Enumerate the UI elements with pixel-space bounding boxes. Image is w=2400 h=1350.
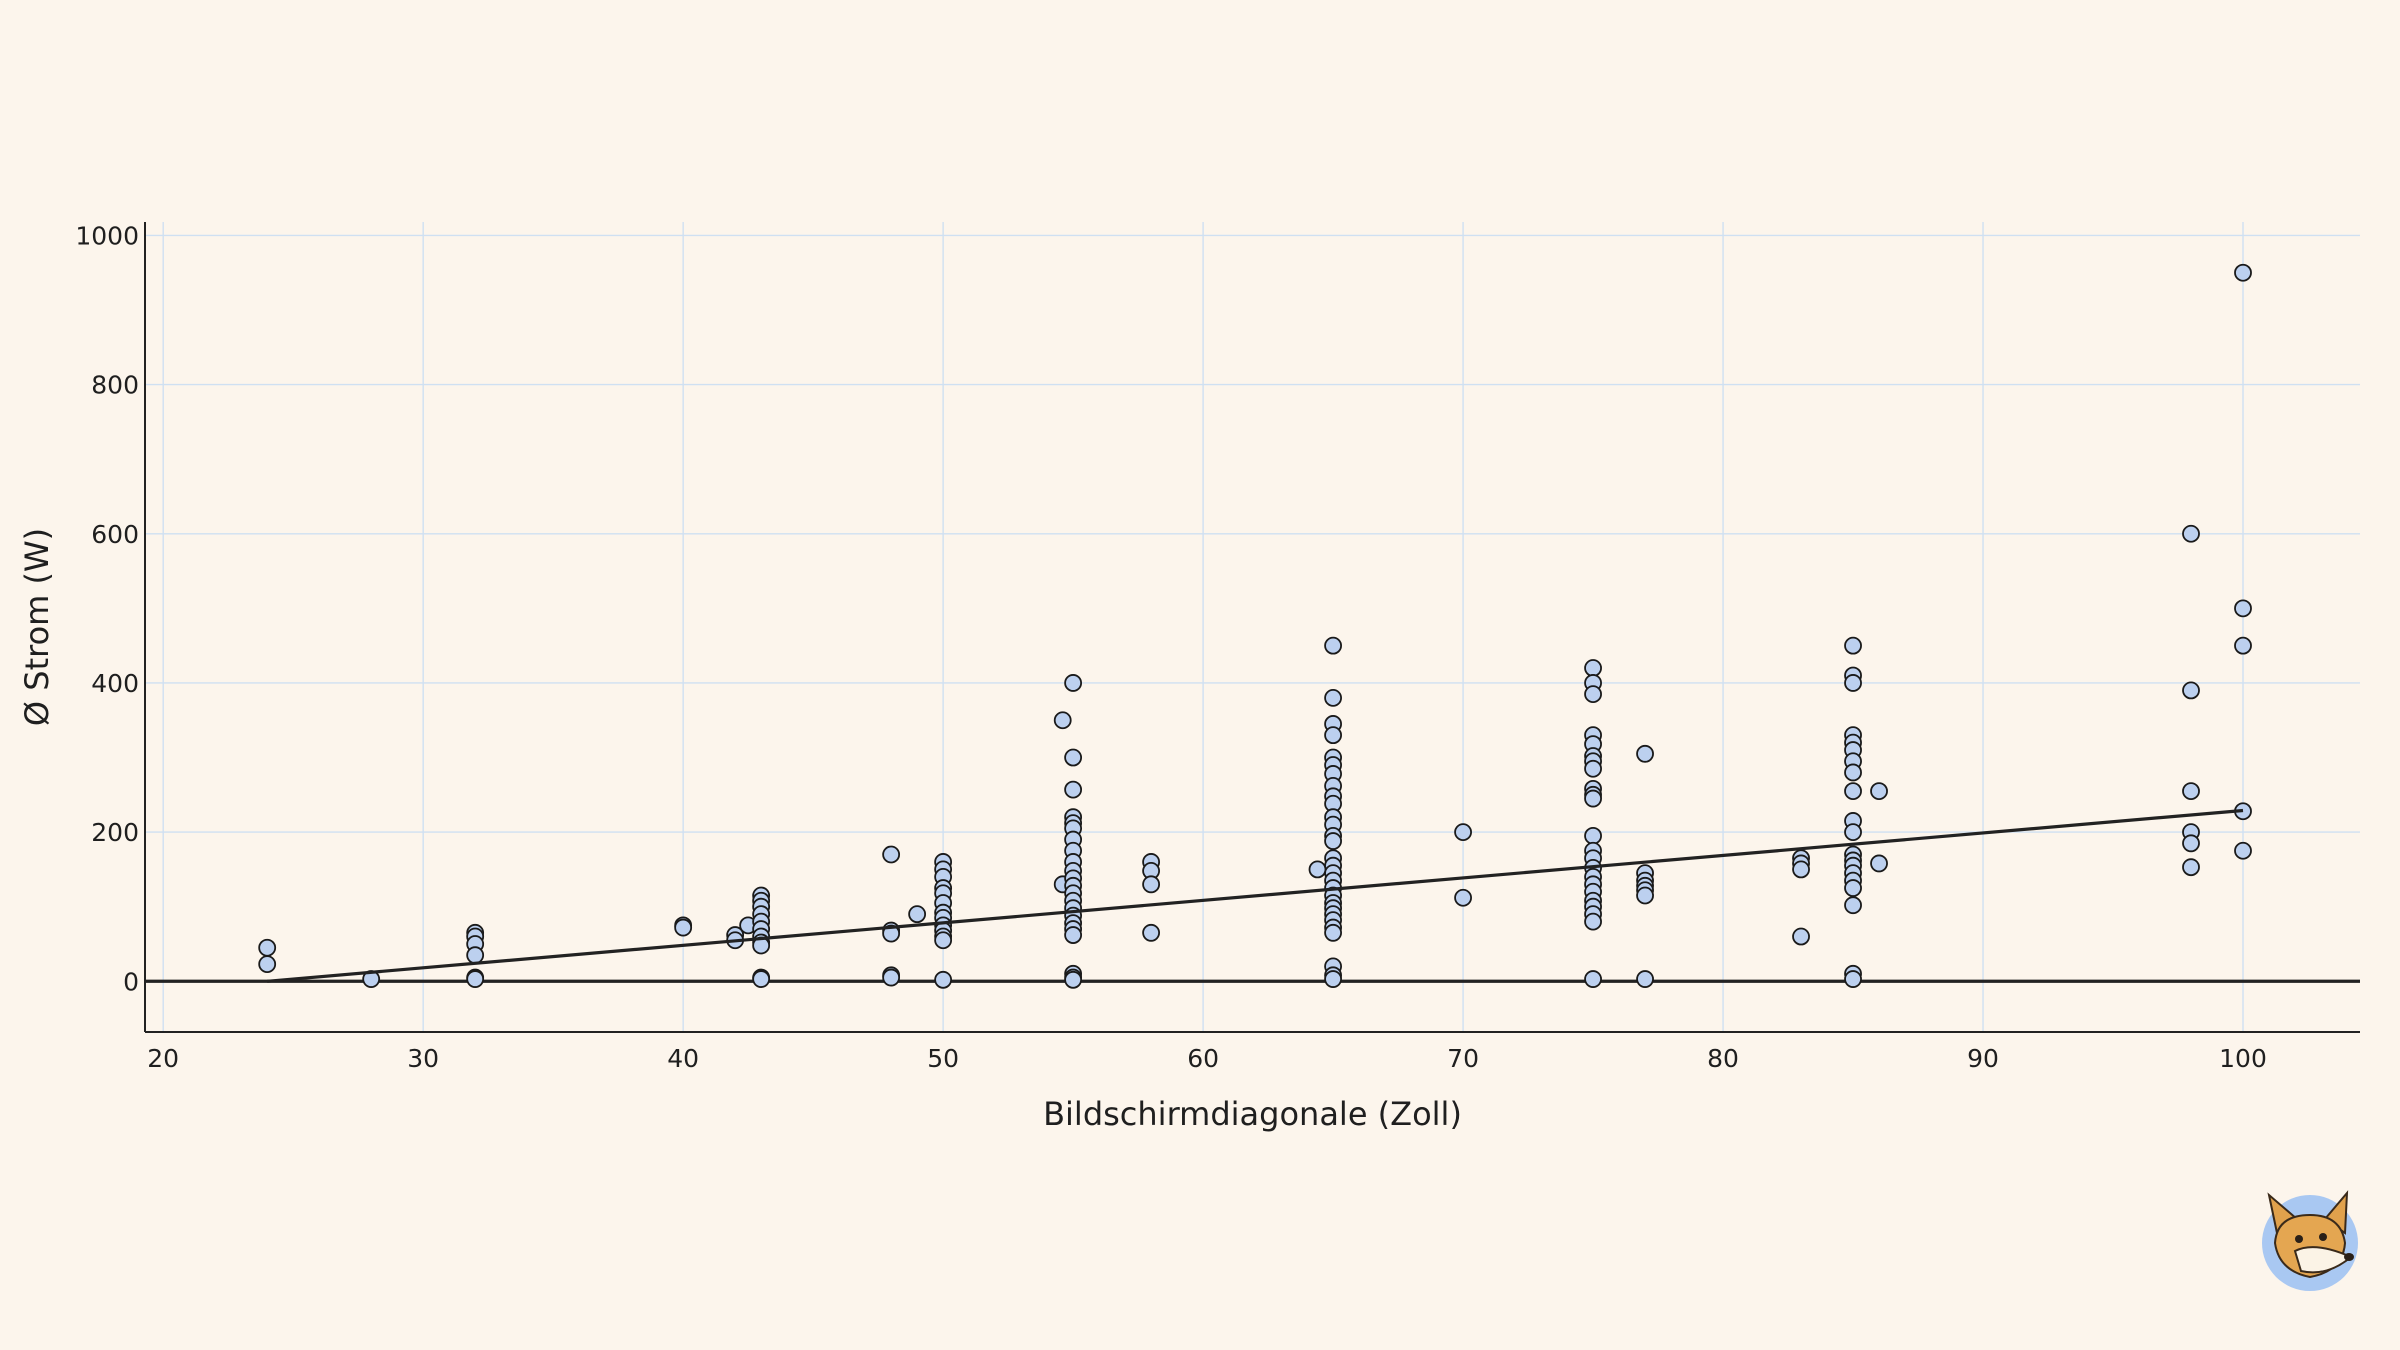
data-point bbox=[1324, 688, 1342, 707]
data-point bbox=[1844, 970, 1862, 988]
data-point bbox=[1636, 970, 1654, 988]
data-point bbox=[1584, 826, 1602, 845]
data-point bbox=[882, 968, 901, 987]
data-point bbox=[674, 918, 693, 937]
data-point bbox=[1584, 789, 1602, 808]
data-point bbox=[1324, 726, 1342, 745]
x-tick-label: 70 bbox=[1447, 1044, 1479, 1073]
data-point bbox=[2182, 681, 2200, 700]
data-point bbox=[882, 924, 901, 943]
x-tick-label: 90 bbox=[1967, 1044, 1999, 1073]
data-point bbox=[2182, 858, 2200, 877]
data-point bbox=[1584, 970, 1602, 988]
data-point bbox=[1636, 886, 1654, 905]
data-point bbox=[1844, 782, 1862, 800]
data-point bbox=[1584, 685, 1602, 704]
data-point bbox=[752, 970, 771, 988]
data-point bbox=[1142, 923, 1161, 942]
x-tick-label: 80 bbox=[1707, 1044, 1739, 1073]
x-tick-label: 60 bbox=[1187, 1044, 1219, 1073]
data-point bbox=[1324, 636, 1342, 655]
x-tick-label: 40 bbox=[667, 1044, 699, 1073]
data-point bbox=[1053, 711, 1072, 730]
y-tick-label: 200 bbox=[91, 818, 139, 847]
x-tick-label: 50 bbox=[927, 1044, 959, 1073]
data-point bbox=[934, 970, 953, 989]
data-point bbox=[1844, 879, 1862, 897]
data-point bbox=[1844, 674, 1862, 692]
points-layer bbox=[258, 263, 2252, 989]
data-point bbox=[258, 938, 277, 957]
y-tick-label: 400 bbox=[91, 669, 139, 698]
axes-layer bbox=[144, 222, 2360, 1033]
x-tick-label: 30 bbox=[407, 1044, 439, 1073]
data-point bbox=[1844, 636, 1862, 655]
data-point bbox=[1454, 823, 1472, 842]
data-point bbox=[1870, 782, 1888, 800]
data-point bbox=[1584, 659, 1602, 677]
x-axis-title: Bildschirmdiagonale (Zoll) bbox=[1043, 1095, 1462, 1133]
data-point bbox=[1792, 927, 1810, 946]
grid-layer bbox=[145, 222, 2360, 1032]
y-tick-label: 1000 bbox=[75, 221, 139, 250]
data-point bbox=[1324, 970, 1342, 988]
data-point bbox=[258, 955, 277, 974]
data-point bbox=[2182, 834, 2200, 853]
data-point bbox=[1870, 854, 1888, 873]
data-point bbox=[1454, 888, 1472, 907]
x-tick-label: 100 bbox=[2219, 1044, 2267, 1073]
trend-layer bbox=[267, 808, 2244, 983]
trend-line bbox=[267, 808, 2244, 983]
data-point bbox=[1064, 748, 1083, 767]
data-point bbox=[1064, 926, 1083, 944]
x-tick-label: 20 bbox=[147, 1044, 179, 1073]
data-point bbox=[908, 905, 927, 924]
data-point bbox=[1064, 780, 1083, 799]
data-point bbox=[1844, 763, 1862, 782]
data-point bbox=[2234, 263, 2252, 282]
data-point bbox=[934, 931, 953, 950]
data-point bbox=[882, 845, 901, 864]
data-point bbox=[1584, 759, 1602, 778]
data-point bbox=[2234, 841, 2252, 860]
data-point bbox=[1844, 896, 1862, 915]
data-point bbox=[2182, 524, 2200, 543]
data-point bbox=[2234, 636, 2252, 655]
data-point bbox=[1064, 674, 1083, 692]
data-point bbox=[2182, 782, 2200, 800]
y-tick-label: 800 bbox=[91, 371, 139, 400]
data-point bbox=[1064, 970, 1083, 989]
data-point bbox=[2234, 599, 2252, 618]
y-tick-label: 0 bbox=[123, 967, 139, 996]
data-point bbox=[1324, 832, 1342, 850]
data-point bbox=[1324, 923, 1342, 942]
data-point bbox=[1584, 912, 1602, 931]
fox-mascot-icon bbox=[2262, 1190, 2358, 1291]
y-axis-title: Ø Strom (W) bbox=[18, 528, 56, 726]
data-point bbox=[1636, 744, 1654, 763]
data-point bbox=[1792, 860, 1810, 879]
data-point bbox=[1308, 860, 1327, 879]
data-point bbox=[466, 946, 485, 965]
data-point bbox=[1844, 823, 1862, 842]
data-point bbox=[466, 970, 485, 988]
data-point bbox=[1142, 875, 1161, 894]
y-tick-label: 600 bbox=[91, 520, 139, 549]
